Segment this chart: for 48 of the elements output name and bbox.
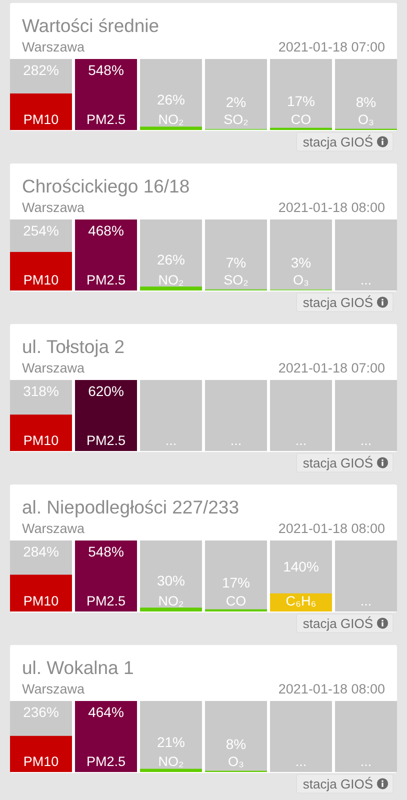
chart-subtitle: Warszawa [22, 360, 85, 376]
x-tick-label: ... [165, 433, 177, 448]
x-tick-label: PM10 [23, 754, 59, 769]
x-tick-label: PM2.5 [86, 754, 126, 769]
chart-title: al. Niepodległości 227/233 [22, 496, 240, 518]
x-tick-label: PM10 [23, 594, 59, 608]
chart-subtitle: Warszawa [22, 40, 85, 55]
x-tick-label: ... [295, 433, 307, 448]
x-tick-label: PM10 [23, 112, 59, 127]
data-label: 548% [88, 62, 124, 78]
x-tick-label: PM10 [23, 272, 59, 288]
chart-title: ul. Tołstoja 2 [22, 336, 124, 357]
text: 2021-01-18 08:00 [278, 521, 385, 536]
x-tick-label: ... [360, 594, 372, 608]
bar [140, 126, 202, 130]
text: 2021-01-18 07:00 [278, 40, 385, 55]
data-label: 468% [88, 222, 124, 238]
data-label: 620% [88, 383, 124, 399]
x-tick-label: PM2.5 [86, 594, 126, 608]
chart-subtitle: Warszawa [22, 200, 85, 216]
x-tick-label: C₆H₆ [286, 594, 316, 608]
text: stacja GIOŚ [302, 616, 374, 631]
chart-title: ul. Wokalna 1 [22, 657, 134, 678]
text: stacja GIOŚ [302, 295, 374, 310]
chart-subtitle: Warszawa [22, 682, 85, 697]
chart-title: Chrościckiego 16/18 [22, 176, 190, 196]
x-tick-label: ... [295, 754, 307, 769]
text: stacja GIOŚ [302, 456, 374, 470]
x-tick-label: PM2.5 [86, 112, 126, 127]
x-tick-label: PM10 [23, 433, 59, 448]
chart-title: Wartości średnie [22, 15, 160, 36]
text: stacja GIOŚ [302, 776, 374, 792]
chart-subtitle: Warszawa [22, 521, 85, 536]
bar [140, 286, 202, 290]
text: 2021-01-18 08:00 [278, 200, 385, 216]
data-label: 464% [88, 704, 124, 720]
x-tick-label: ... [360, 272, 372, 288]
text: stacja GIOŚ [302, 134, 374, 150]
x-tick-label: PM2.5 [86, 433, 126, 448]
bar [140, 768, 202, 772]
x-tick-label: ... [230, 433, 242, 448]
text: 2021-01-18 07:00 [278, 360, 385, 376]
text: 2021-01-18 08:00 [278, 682, 385, 697]
x-tick-label: PM2.5 [86, 272, 126, 288]
data-label: 548% [88, 544, 124, 560]
x-tick-label: ... [360, 433, 372, 448]
bar [140, 608, 202, 612]
x-tick-label: ... [360, 754, 372, 769]
